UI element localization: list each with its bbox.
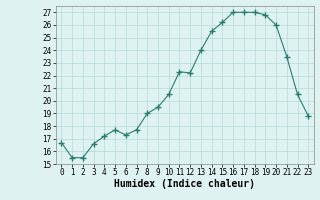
X-axis label: Humidex (Indice chaleur): Humidex (Indice chaleur)	[114, 179, 255, 189]
